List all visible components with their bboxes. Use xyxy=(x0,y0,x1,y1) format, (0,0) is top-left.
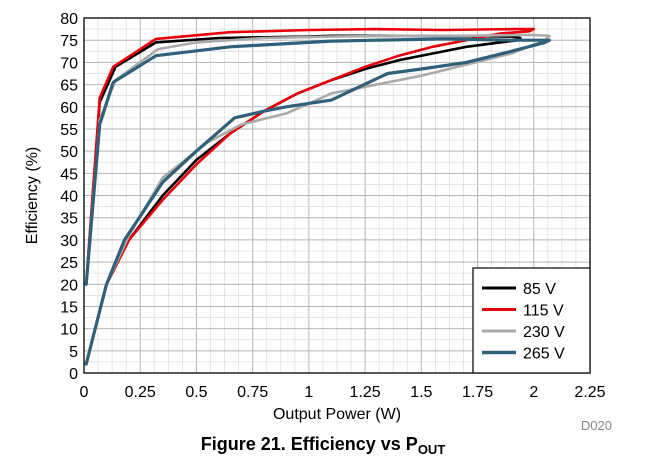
y-tick-label: 15 xyxy=(60,299,78,316)
legend-label: 265 V xyxy=(523,346,565,363)
y-tick-label: 60 xyxy=(60,100,78,117)
x-tick-label: 0 xyxy=(80,384,89,401)
x-axis-label: Output Power (W) xyxy=(273,406,401,423)
x-tick-label: 0.25 xyxy=(125,384,156,401)
legend-label: 85 V xyxy=(523,281,556,298)
y-tick-label: 5 xyxy=(69,344,78,361)
x-tick-label: 1.25 xyxy=(350,384,381,401)
chart-svg: 0 0.25 0.5 0.75 1 1.25 1.5 1.75 2 2.25 0 5 10 15 20 25… xyxy=(0,0,646,470)
legend-label: 115 V xyxy=(523,303,564,320)
x-tick-label: 1.5 xyxy=(410,384,432,401)
y-tick-label: 70 xyxy=(60,55,78,72)
y-tick-label: 50 xyxy=(60,144,78,161)
y-tick-label: 45 xyxy=(60,166,78,183)
legend: 85 V 115 V 230 V 265 V xyxy=(473,268,590,373)
legend-label: 230 V xyxy=(523,324,565,341)
figure-code-label: D020 xyxy=(581,418,612,433)
x-tick-label: 1 xyxy=(304,384,313,401)
y-tick-label: 10 xyxy=(60,322,78,339)
x-tick-labels: 0 0.25 0.5 0.75 1 1.25 1.5 1.75 2 2.25 xyxy=(80,384,606,401)
x-tick-label: 0.75 xyxy=(237,384,268,401)
y-tick-label: 65 xyxy=(60,78,78,95)
x-tick-label: 2.25 xyxy=(574,384,605,401)
y-tick-label: 25 xyxy=(60,255,78,272)
y-tick-label: 55 xyxy=(60,122,78,139)
figure-caption-main: Figure 21. Efficiency vs P xyxy=(201,434,418,454)
figure-caption-subscript: OUT xyxy=(418,442,445,457)
x-tick-label: 2 xyxy=(529,384,538,401)
y-tick-label: 0 xyxy=(69,366,78,383)
y-tick-labels: 0 5 10 15 20 25 30 35 40 45 50 55 60 65 70 75 80 xyxy=(60,11,78,383)
y-tick-label: 40 xyxy=(60,189,78,206)
x-tick-label: 1.75 xyxy=(462,384,493,401)
y-tick-label: 35 xyxy=(60,211,78,228)
y-tick-label: 75 xyxy=(60,33,78,50)
y-axis-label: Efficiency (%) xyxy=(24,147,41,245)
x-tick-label: 0.5 xyxy=(185,384,207,401)
y-tick-label: 30 xyxy=(60,233,78,250)
y-tick-label: 20 xyxy=(60,277,78,294)
y-tick-label: 80 xyxy=(60,11,78,28)
figure-caption: Figure 21. Efficiency vs POUT xyxy=(0,434,646,457)
